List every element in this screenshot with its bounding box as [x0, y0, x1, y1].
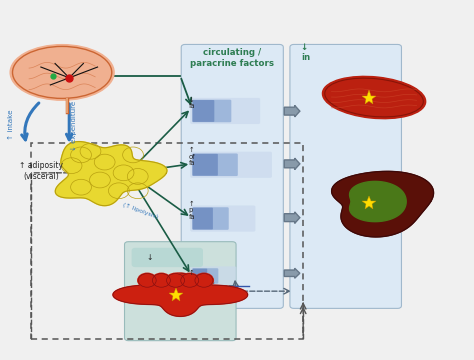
Text: ↓
in: ↓ in: [301, 43, 310, 62]
FancyBboxPatch shape: [192, 154, 218, 176]
Text: ↓ expenditure: ↓ expenditure: [71, 101, 77, 151]
FancyBboxPatch shape: [192, 100, 231, 122]
FancyBboxPatch shape: [132, 248, 203, 267]
FancyArrow shape: [284, 105, 300, 117]
Circle shape: [166, 273, 185, 288]
FancyBboxPatch shape: [190, 206, 255, 231]
FancyBboxPatch shape: [290, 44, 401, 309]
Text: ↑ intake: ↑ intake: [8, 109, 14, 140]
Circle shape: [180, 273, 199, 288]
Text: ↑
of
fa: ↑ of fa: [188, 147, 195, 166]
Circle shape: [194, 273, 213, 288]
FancyArrow shape: [284, 158, 300, 170]
Bar: [31, 143, 303, 338]
Text: (↑ lipolysis): (↑ lipolysis): [122, 202, 158, 219]
Text: ↓: ↓: [146, 253, 153, 262]
FancyBboxPatch shape: [190, 266, 237, 285]
FancyBboxPatch shape: [181, 44, 283, 309]
FancyArrow shape: [284, 212, 300, 224]
FancyBboxPatch shape: [125, 242, 236, 341]
FancyBboxPatch shape: [192, 100, 214, 122]
FancyBboxPatch shape: [192, 208, 213, 229]
FancyBboxPatch shape: [192, 207, 229, 230]
FancyBboxPatch shape: [190, 98, 260, 124]
Circle shape: [152, 273, 171, 288]
Ellipse shape: [322, 76, 426, 119]
Text: ↑: ↑: [188, 270, 194, 276]
Circle shape: [138, 273, 156, 288]
Text: ↑
p
fa: ↑ p fa: [188, 201, 195, 220]
FancyArrow shape: [284, 268, 300, 278]
Text: circulating /
paracrine factors: circulating / paracrine factors: [190, 48, 274, 68]
Text: ↓
fa: ↓ fa: [188, 96, 195, 109]
FancyBboxPatch shape: [192, 153, 238, 176]
Polygon shape: [113, 273, 247, 316]
Polygon shape: [55, 141, 167, 206]
Polygon shape: [349, 181, 406, 222]
Text: ↑ adiposity
(visceral): ↑ adiposity (visceral): [19, 161, 63, 181]
FancyBboxPatch shape: [192, 269, 207, 283]
Polygon shape: [332, 171, 434, 237]
FancyBboxPatch shape: [190, 152, 272, 178]
FancyBboxPatch shape: [192, 268, 219, 284]
Ellipse shape: [10, 45, 114, 100]
